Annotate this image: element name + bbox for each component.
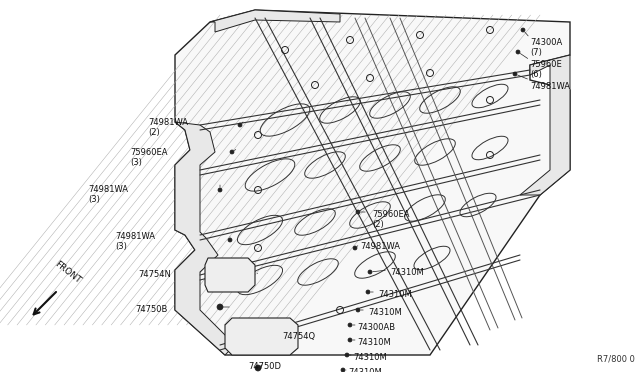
Text: 74981WA: 74981WA	[530, 82, 570, 91]
Circle shape	[345, 353, 349, 357]
Text: 74981WA: 74981WA	[360, 242, 400, 251]
Circle shape	[255, 365, 261, 371]
Circle shape	[217, 304, 223, 310]
Circle shape	[521, 28, 525, 32]
Polygon shape	[175, 10, 570, 355]
Circle shape	[356, 210, 360, 214]
Text: 74750D: 74750D	[248, 362, 281, 371]
Text: 74981WA
(2): 74981WA (2)	[148, 118, 188, 137]
Text: 74310M: 74310M	[357, 338, 391, 347]
Text: R7/800 0: R7/800 0	[597, 355, 635, 364]
Polygon shape	[205, 258, 255, 292]
Circle shape	[513, 72, 517, 76]
Circle shape	[228, 238, 232, 242]
Text: 74310M: 74310M	[390, 268, 424, 277]
Text: 74981WA
(3): 74981WA (3)	[88, 185, 128, 204]
Text: 74310M: 74310M	[378, 290, 412, 299]
Text: 74754N: 74754N	[138, 270, 171, 279]
Text: 74754Q: 74754Q	[282, 332, 315, 341]
Text: 74310M: 74310M	[368, 308, 402, 317]
Circle shape	[366, 290, 370, 294]
Circle shape	[368, 270, 372, 274]
Circle shape	[238, 123, 242, 127]
Text: 75960EA
(2): 75960EA (2)	[372, 210, 410, 230]
Text: 74981WA
(3): 74981WA (3)	[115, 232, 155, 251]
Text: 74300AB: 74300AB	[357, 323, 395, 332]
Circle shape	[348, 323, 352, 327]
Circle shape	[230, 150, 234, 154]
Circle shape	[353, 246, 357, 250]
Circle shape	[341, 368, 345, 372]
Circle shape	[218, 188, 222, 192]
Text: 74310M: 74310M	[348, 368, 381, 372]
Text: 75960E
(6): 75960E (6)	[530, 60, 562, 79]
Polygon shape	[175, 122, 235, 355]
Text: 74750B: 74750B	[135, 305, 168, 314]
Text: 75960EA
(3): 75960EA (3)	[130, 148, 168, 167]
Circle shape	[516, 50, 520, 54]
Text: FRONT: FRONT	[53, 259, 83, 285]
Polygon shape	[520, 55, 570, 195]
Circle shape	[356, 308, 360, 312]
Text: 74300A
(7): 74300A (7)	[530, 38, 563, 57]
Polygon shape	[210, 10, 340, 32]
Circle shape	[348, 338, 352, 342]
Polygon shape	[225, 318, 298, 355]
Text: 74310M: 74310M	[353, 353, 387, 362]
